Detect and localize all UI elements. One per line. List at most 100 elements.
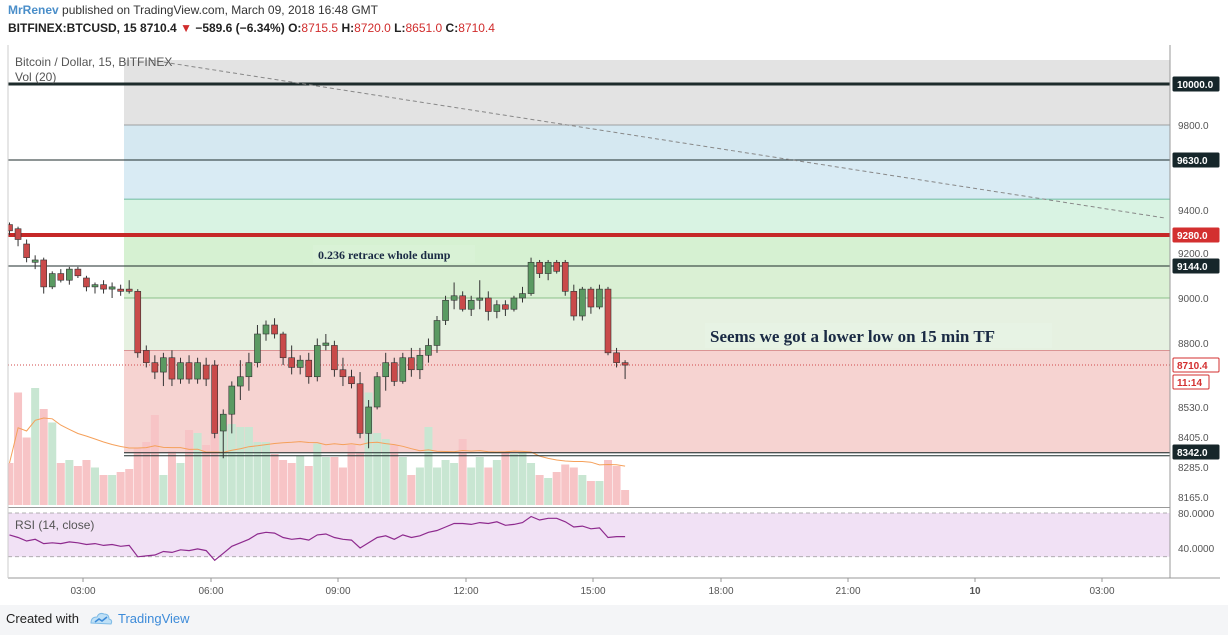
candle[interactable] — [536, 259, 543, 278]
candle[interactable] — [288, 345, 295, 375]
candle[interactable] — [168, 350, 176, 387]
candle[interactable] — [442, 295, 449, 325]
candle[interactable] — [416, 347, 424, 380]
price-tick-label: 8165.0 — [1178, 493, 1209, 504]
price-badge[interactable]: 9630.0 — [1172, 152, 1220, 168]
candle[interactable] — [331, 340, 338, 377]
candle[interactable] — [74, 266, 82, 278]
candle-body — [254, 333, 261, 363]
price-badge[interactable]: 10000.0 — [1172, 76, 1220, 92]
annotation-lower-low[interactable]: Seems we got a lower low on 15 min TF — [705, 323, 1052, 348]
candle[interactable] — [100, 280, 107, 294]
candle[interactable] — [91, 282, 99, 294]
candle[interactable] — [510, 295, 518, 312]
price-badge[interactable]: 8342.0 — [1172, 444, 1220, 460]
candle[interactable] — [459, 291, 466, 312]
candle[interactable] — [31, 255, 39, 270]
candle[interactable] — [408, 347, 415, 377]
candle[interactable] — [83, 275, 90, 292]
candle[interactable] — [40, 257, 48, 294]
time-tick-label: 06:00 — [198, 586, 223, 597]
candle[interactable] — [450, 282, 458, 310]
candle[interactable] — [245, 352, 253, 391]
candle[interactable] — [219, 409, 227, 459]
candle[interactable] — [613, 347, 620, 368]
candle[interactable] — [621, 360, 629, 380]
candle-body — [519, 293, 526, 299]
candle[interactable] — [57, 269, 65, 283]
candle[interactable] — [271, 318, 278, 339]
candle[interactable] — [561, 259, 569, 296]
candle[interactable] — [194, 357, 201, 384]
volume-bar — [236, 427, 245, 505]
candle[interactable] — [373, 372, 381, 410]
candle[interactable] — [151, 355, 159, 380]
candle[interactable] — [211, 360, 218, 439]
candle-body — [433, 320, 441, 346]
candle[interactable] — [579, 286, 586, 321]
candle[interactable] — [519, 286, 526, 303]
candle[interactable] — [570, 284, 578, 321]
price-badge[interactable]: 9280.0 — [1172, 227, 1220, 243]
price-badge[interactable]: 8710.4 — [1172, 357, 1220, 373]
price-tick-label: 9400.0 — [1178, 206, 1209, 217]
candle[interactable] — [527, 257, 535, 296]
author-name[interactable]: MrRenev — [8, 3, 59, 17]
candle[interactable] — [108, 282, 116, 298]
candle[interactable] — [365, 400, 372, 449]
candle[interactable] — [425, 338, 432, 363]
candle[interactable] — [23, 239, 30, 263]
candle[interactable] — [66, 266, 73, 285]
candle[interactable] — [160, 352, 167, 387]
candle[interactable] — [382, 352, 390, 391]
tradingview-brand[interactable]: TradingView — [118, 611, 190, 626]
candle-body — [442, 299, 449, 321]
price-badge[interactable]: 11:14 — [1172, 374, 1210, 390]
candle[interactable] — [587, 286, 595, 314]
candle[interactable] — [48, 271, 56, 290]
candle[interactable] — [604, 286, 612, 356]
price-badge[interactable]: 9144.0 — [1172, 258, 1220, 274]
volume-bar — [82, 460, 91, 505]
candle[interactable] — [356, 372, 364, 439]
candle[interactable] — [262, 320, 270, 341]
candle[interactable] — [596, 284, 603, 310]
time-tick-label: 03:00 — [70, 586, 95, 597]
candle[interactable] — [125, 280, 133, 294]
candle[interactable] — [544, 259, 552, 281]
candle[interactable] — [279, 331, 287, 366]
annotation-retrace[interactable]: 0.236 retrace whole dump — [313, 245, 475, 263]
candle[interactable] — [134, 289, 142, 358]
symbol-line: BITFINEX:BTCUSD, 15 8710.4 ▼ −589.6 (−6.… — [8, 21, 495, 35]
candle[interactable] — [502, 300, 509, 316]
candle[interactable] — [7, 222, 13, 236]
candle[interactable] — [433, 316, 441, 353]
candle[interactable] — [202, 357, 210, 387]
candle[interactable] — [143, 345, 150, 368]
volume-bar — [321, 457, 330, 505]
candle[interactable] — [484, 291, 492, 321]
tradingview-logo-icon[interactable] — [89, 610, 113, 628]
candle[interactable] — [493, 300, 501, 319]
candle[interactable] — [348, 369, 355, 389]
candle[interactable] — [296, 355, 304, 375]
candle[interactable] — [313, 338, 321, 382]
price-chart[interactable]: 9800.0 9400.0 9200.0 9000.0 8800.0 8530.0 8405… — [0, 0, 1228, 605]
candle[interactable] — [228, 381, 236, 434]
candle[interactable] — [553, 259, 561, 274]
candle[interactable] — [14, 226, 22, 247]
volume-bar — [210, 410, 219, 505]
candle[interactable] — [254, 325, 261, 368]
candle[interactable] — [390, 357, 398, 387]
candle[interactable] — [322, 334, 330, 351]
candle[interactable] — [399, 352, 407, 384]
candle[interactable] — [237, 360, 244, 401]
candle[interactable] — [117, 284, 124, 296]
candle[interactable] — [476, 280, 484, 310]
trend-line[interactable] — [149, 59, 1166, 219]
candle[interactable] — [467, 295, 475, 316]
candle[interactable] — [305, 352, 313, 384]
candle[interactable] — [185, 355, 193, 384]
candle[interactable] — [177, 357, 184, 384]
candle[interactable] — [339, 357, 347, 387]
